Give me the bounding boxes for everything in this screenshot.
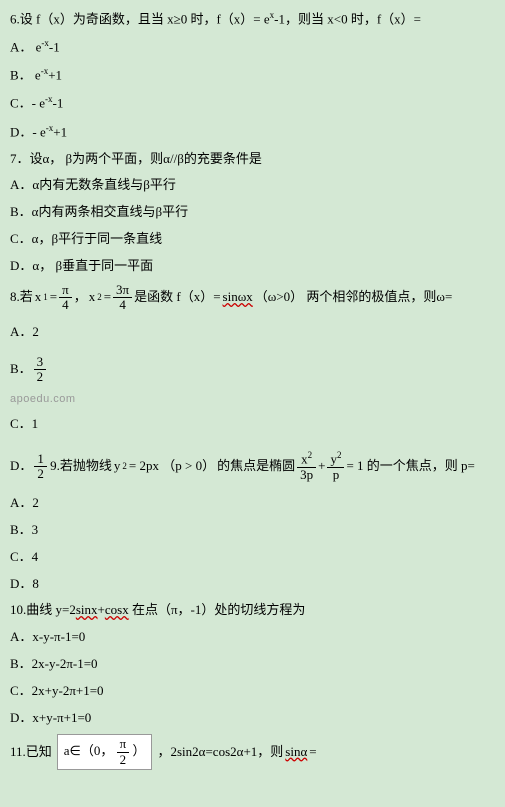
text: 的焦点是椭圆 — [217, 456, 295, 477]
fraction: 3π4 — [113, 283, 132, 313]
fraction: π2 — [117, 737, 130, 767]
text: ，2sin2α=cos2α+1，则 — [157, 742, 283, 763]
eq: = — [104, 287, 111, 308]
fraction: x23p — [297, 451, 316, 482]
q7-C: C．α，β平行于同一条直线 — [10, 229, 495, 250]
numerator: π — [117, 737, 130, 752]
text: -1 — [49, 39, 60, 54]
plus: + — [98, 602, 105, 617]
q7-B: B．α内有两条相交直线与β平行 — [10, 202, 495, 223]
text: +1 — [53, 124, 67, 139]
text: ） — [132, 743, 145, 758]
var: x — [89, 287, 96, 308]
eq: = 2px （p > 0） — [129, 456, 215, 477]
q9-C: C．4 — [10, 547, 495, 568]
text: a∈（0， — [64, 743, 114, 758]
label: B． — [10, 359, 32, 380]
denominator: 4 — [59, 298, 72, 312]
text: （ω>0） 两个相邻的极值点，则ω= — [255, 287, 453, 308]
text: = 1 的一个焦点，则 p= — [346, 456, 474, 477]
text: 是函数 f（x）= — [134, 287, 220, 308]
numerator: 3π — [113, 283, 132, 298]
text: 8.若 — [10, 287, 33, 308]
sub: 2 — [97, 290, 102, 304]
plus: + — [318, 456, 325, 477]
q6-C: C．- e-x-1 — [10, 92, 495, 114]
denominator: 3p — [297, 468, 316, 482]
fraction: y2p — [327, 451, 344, 482]
q7-stem: 7．设α， β为两个平面，则α//β的充要条件是 — [10, 149, 495, 170]
fraction: 12 — [34, 452, 47, 482]
q9-stem: 9.若抛物线 y2 = 2px （p > 0） 的焦点是椭圆 x23p + y2… — [50, 451, 475, 482]
text: -1 — [53, 96, 64, 111]
text: 11.已知 — [10, 742, 52, 763]
eq: = — [50, 287, 57, 308]
denominator: 2 — [34, 370, 47, 384]
var: y — [114, 456, 121, 477]
text: = — [309, 742, 316, 763]
sup: 2 — [122, 459, 127, 473]
sup: -x — [41, 38, 49, 48]
q10-A: A．x-y-π-1=0 — [10, 627, 495, 648]
q9-B: B．3 — [10, 520, 495, 541]
q10-stem: 10.曲线 y=2sinx+cosx 在点（π，-1）处的切线方程为 — [10, 600, 495, 621]
numerator: π — [59, 283, 72, 298]
text: -1，则当 x<0 时，f（x）= — [274, 11, 421, 26]
label: C．- — [10, 96, 39, 111]
denominator: 4 — [113, 298, 132, 312]
q6-D: D．- e-x+1 — [10, 121, 495, 143]
numerator: 3 — [34, 355, 47, 370]
cos-term: cosx — [105, 602, 129, 617]
watermark: apoedu.com — [10, 391, 495, 409]
sup: 2 — [308, 450, 313, 460]
q10-B: B．2x-y-2π-1=0 — [10, 654, 495, 675]
q6-stem: 6.设 f（x）为奇函数，且当 x≥0 时，f（x）= ex-1，则当 x<0 … — [10, 8, 495, 30]
sina-term: sinα — [285, 742, 307, 763]
q8-A: A．2 — [10, 322, 495, 343]
sin-term: sinx — [76, 602, 98, 617]
q8-C: C．1 — [10, 414, 495, 435]
label: D．- — [10, 124, 40, 139]
fraction: π4 — [59, 283, 72, 313]
q7-A: A．α内有无数条直线与β平行 — [10, 175, 495, 196]
sup: 2 — [337, 450, 342, 460]
q9-D: D．8 — [10, 574, 495, 595]
q9-A: A．2 — [10, 493, 495, 514]
sup: -x — [45, 94, 53, 104]
numerator: y2 — [327, 451, 344, 468]
label: B． — [10, 68, 32, 83]
text: 10.曲线 y=2 — [10, 602, 76, 617]
denominator: p — [327, 468, 344, 482]
fraction: 32 — [34, 355, 47, 385]
q10-C: C．2x+y-2π+1=0 — [10, 681, 495, 702]
q8-stem: 8.若 x1 = π4 ， x2 = 3π4 是函数 f（x）= sinωx （… — [10, 283, 452, 313]
text: 6.设 f（x）为奇函数，且当 x≥0 时，f（x）= — [10, 11, 264, 26]
numerator: x2 — [297, 451, 316, 468]
sin-term: sinωx — [223, 287, 253, 308]
denominator: 2 — [117, 753, 130, 767]
q10-D: D．x+y-π+1=0 — [10, 708, 495, 729]
var: x — [35, 287, 42, 308]
q7-D: D．α， β垂直于同一平面 — [10, 256, 495, 277]
label: D． — [10, 456, 32, 477]
sep: ， — [74, 287, 87, 308]
interval-box: a∈（0， π2 ） — [57, 734, 153, 770]
q11-stem: 11.已知 a∈（0， π2 ） ，2sin2α=cos2α+1，则 sinα … — [10, 734, 317, 770]
denominator: 2 — [34, 467, 47, 481]
text: 在点（π，-1）处的切线方程为 — [129, 602, 306, 617]
text: 9.若抛物线 — [50, 456, 112, 477]
numerator: 1 — [34, 452, 47, 467]
text: +1 — [48, 68, 62, 83]
label: A． — [10, 39, 32, 54]
q8-D: D．12 — [10, 452, 47, 482]
sub: 1 — [43, 290, 48, 304]
q8-B: B．32 — [10, 355, 46, 385]
q6-A: A． e-x-1 — [10, 36, 495, 58]
q6-B: B． e-x+1 — [10, 64, 495, 86]
